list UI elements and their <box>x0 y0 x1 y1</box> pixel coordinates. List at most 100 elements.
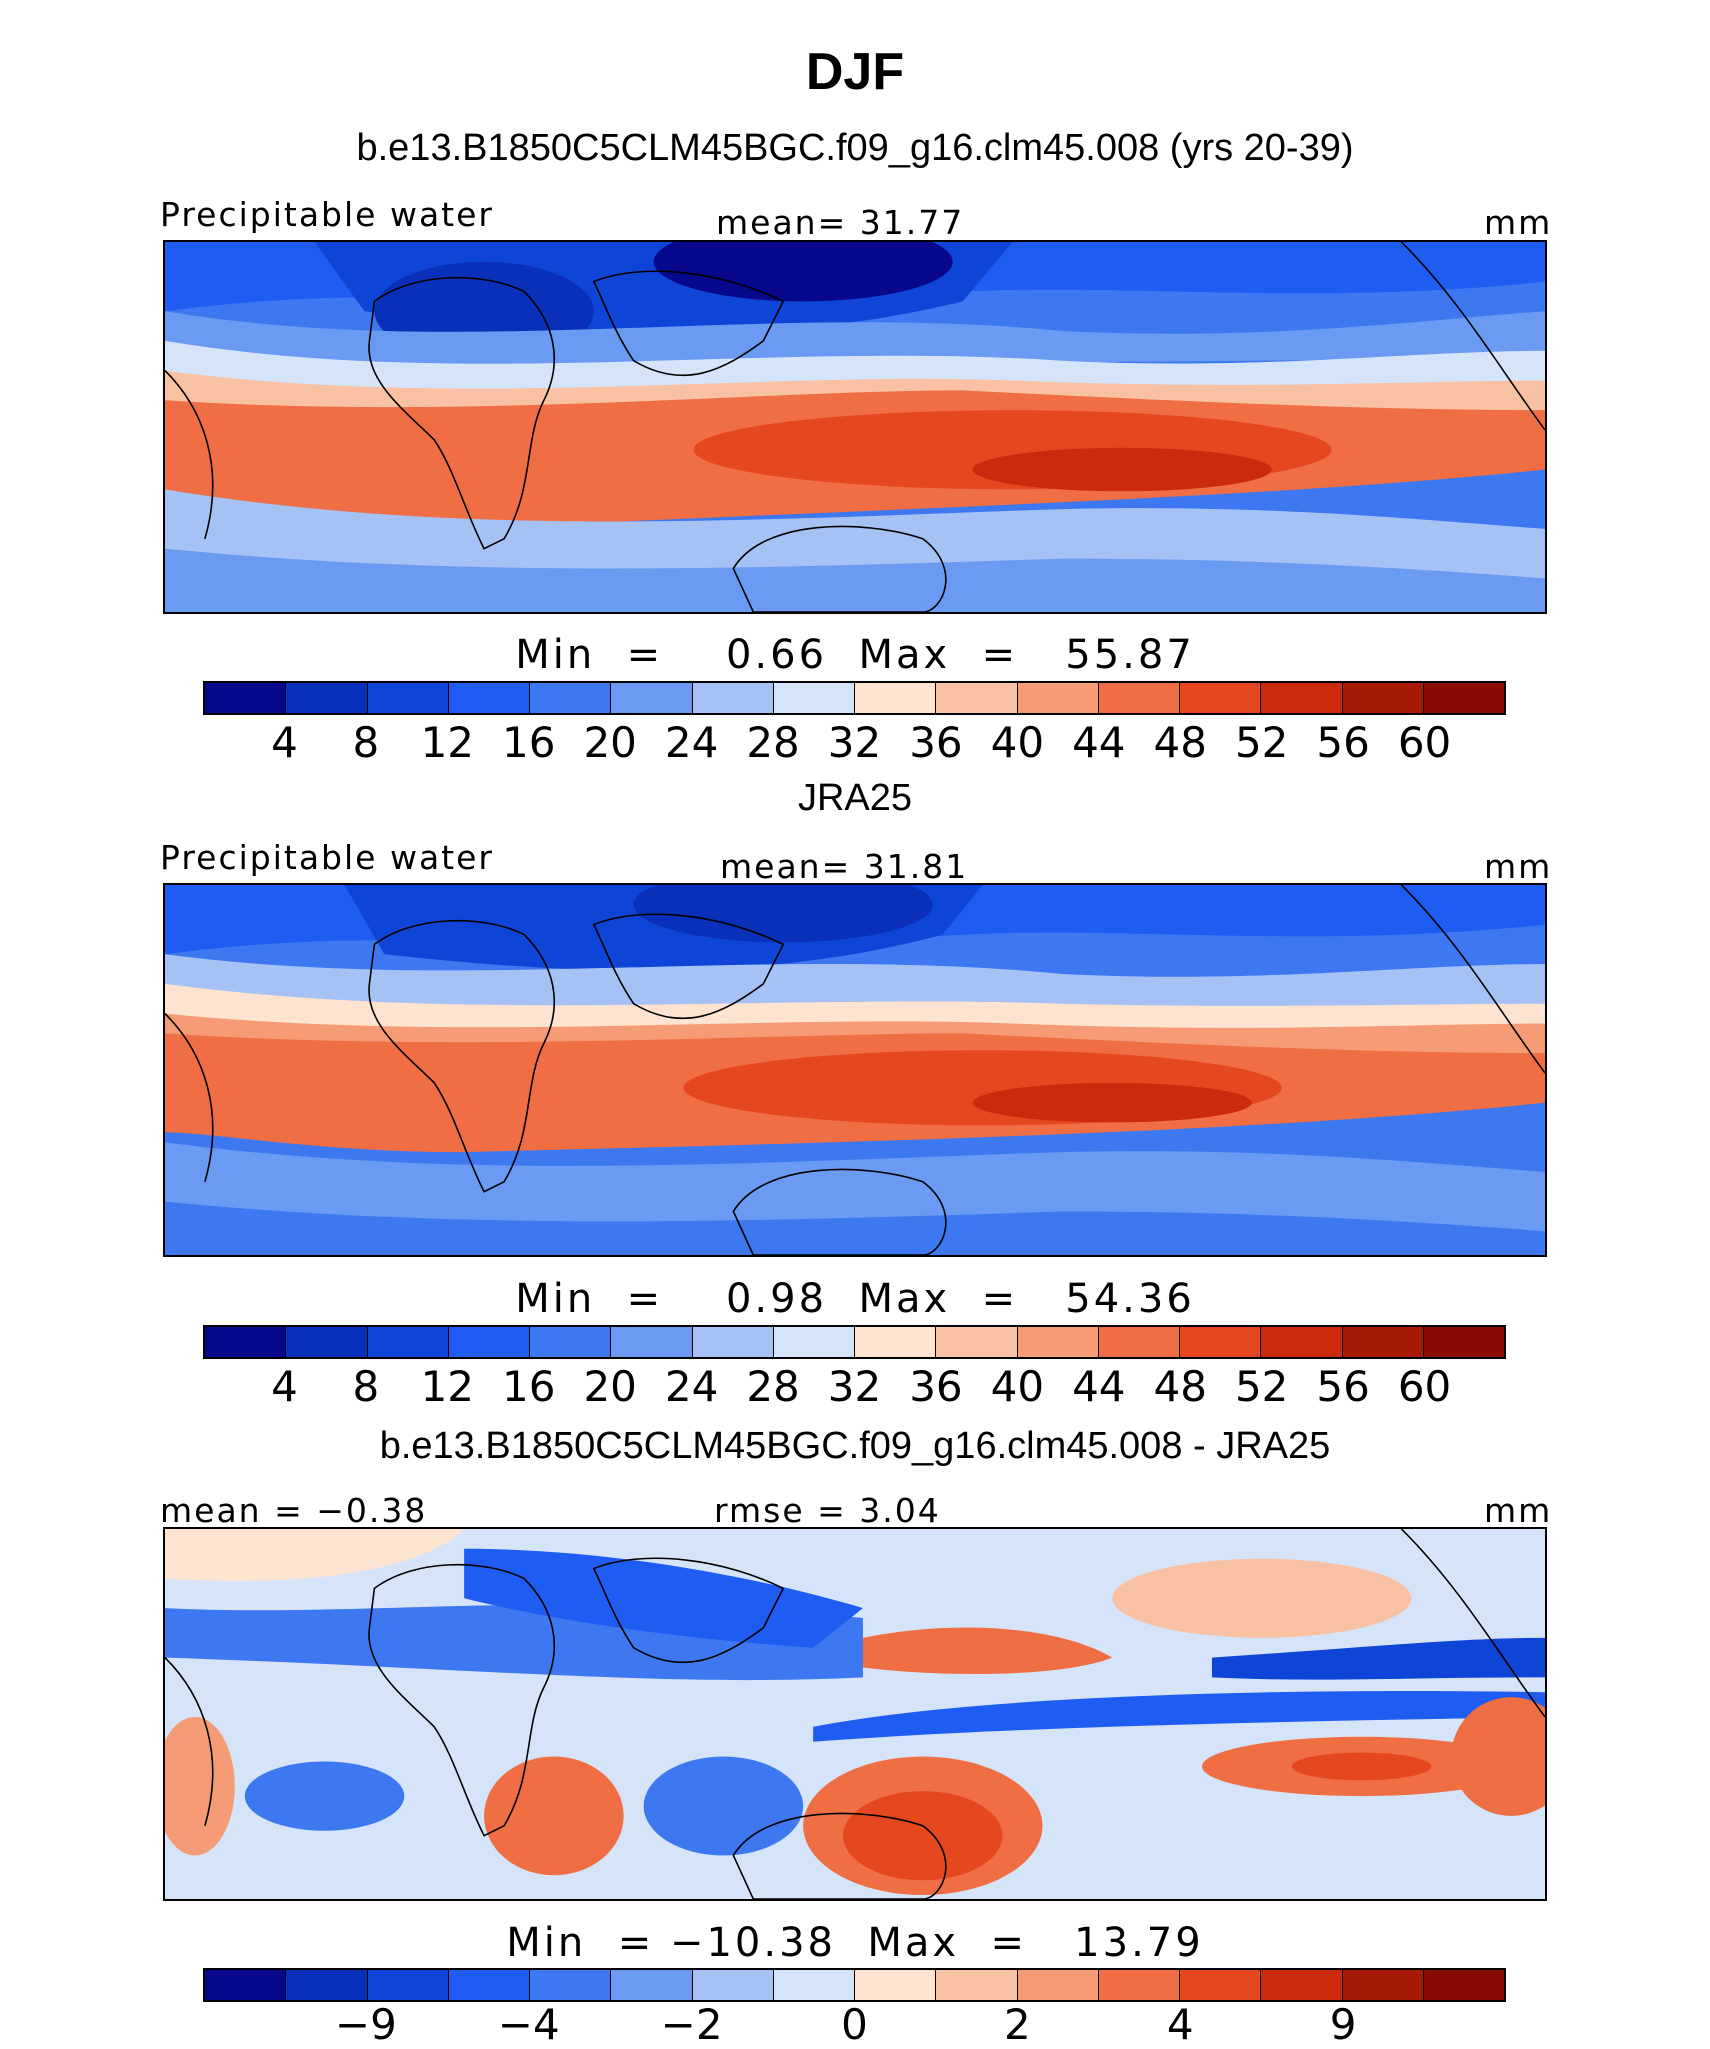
panel-3-minmax: Min = −10.38 Max = 13.79 <box>506 1920 1204 1966</box>
panel-2-map <box>163 883 1547 1257</box>
colorbar-tick-label: 20 <box>583 718 637 767</box>
colorbar-tick-label: 4 <box>1166 2000 1194 2049</box>
colorbar-segment <box>1261 683 1343 713</box>
colorbar-segment <box>692 1327 774 1357</box>
colorbar-segment <box>1342 683 1424 713</box>
colorbar-segment <box>855 1327 937 1357</box>
colorbar-segment <box>1180 683 1262 713</box>
colorbar-segment <box>367 683 449 713</box>
colorbar-tick-label: 36 <box>909 1362 963 1411</box>
colorbar-segment <box>286 683 368 713</box>
colorbar-tick-label: 48 <box>1153 1362 1207 1411</box>
panel-2-map-field <box>165 885 1545 1255</box>
colorbar-tick-label: 32 <box>827 718 882 767</box>
colorbar-segment <box>692 1970 774 2000</box>
colorbar-segment <box>1180 1970 1262 2000</box>
colorbar-tick-label: 44 <box>1072 718 1126 767</box>
panel-1-header: b.e13.B1850C5CLM45BGC.f09_g16.clm45.008 … <box>356 127 1354 169</box>
colorbar-segment <box>1423 1970 1504 2000</box>
colorbar-segment <box>1017 683 1099 713</box>
colorbar-segment <box>936 683 1018 713</box>
colorbar-tick-label: 28 <box>746 718 800 767</box>
colorbar-segment <box>367 1970 449 2000</box>
colorbar-tick-label: 24 <box>664 718 719 767</box>
colorbar-segment <box>1342 1327 1424 1357</box>
colorbar-segment <box>1098 1327 1180 1357</box>
panel-2-colorbar-ticks: 4 8 12 16 20 24 28 32 36 40 44 48 52 56 60 <box>0 1362 1710 1411</box>
colorbar-segment <box>530 683 612 713</box>
figure-title: DJF <box>805 43 905 101</box>
colorbar-segment <box>448 683 530 713</box>
colorbar-tick-label: 40 <box>990 718 1045 767</box>
colorbar-tick-label: 40 <box>990 1362 1045 1411</box>
panel-2-colorbar <box>203 1325 1506 1359</box>
colorbar-segment <box>1342 1970 1424 2000</box>
panel-3-units-label: mm <box>1484 1491 1553 1530</box>
colorbar-segment <box>1423 1327 1504 1357</box>
colorbar-tick-label: 48 <box>1153 718 1207 767</box>
panel-1-colorbar-ticks: 4 8 12 16 20 24 28 32 36 40 44 48 52 56 60 <box>0 718 1710 767</box>
colorbar-segment <box>286 1970 368 2000</box>
colorbar-segment <box>692 683 774 713</box>
colorbar-segment <box>205 683 287 713</box>
panel-3-mean-label: mean = −0.38 <box>160 1491 428 1530</box>
colorbar-tick-label: 16 <box>502 718 556 767</box>
colorbar-segment <box>1098 1970 1180 2000</box>
colorbar-segment <box>448 1327 530 1357</box>
colorbar-segment <box>1098 683 1180 713</box>
colorbar-tick-label: 0 <box>841 2000 868 2049</box>
panel-3-colorbar-ticks: −9 −4 −2 0 2 4 9 <box>0 2000 1710 2049</box>
colorbar-tick-label: 28 <box>746 1362 800 1411</box>
panel-1-minmax: Min = 0.66 Max = 55.87 <box>515 632 1195 678</box>
colorbar-tick-label: 52 <box>1234 718 1289 767</box>
colorbar-tick-label: 8 <box>352 1362 380 1411</box>
colorbar-segment <box>611 1970 693 2000</box>
colorbar-segment <box>611 1327 693 1357</box>
colorbar-segment <box>1017 1970 1099 2000</box>
panel-1-colorbar <box>203 681 1506 715</box>
panel-3-map-field <box>165 1529 1545 1899</box>
panel-3-rmse-label: rmse = 3.04 <box>714 1491 941 1530</box>
colorbar-tick-label: 32 <box>827 1362 882 1411</box>
colorbar-segment <box>936 1970 1018 2000</box>
panel-3-header: b.e13.B1850C5CLM45BGC.f09_g16.clm45.008 … <box>379 1425 1331 1467</box>
colorbar-tick-label: 12 <box>420 1362 475 1411</box>
colorbar-segment <box>936 1327 1018 1357</box>
colorbar-segment <box>205 1327 287 1357</box>
colorbar-segment <box>773 1327 855 1357</box>
colorbar-tick-label: 8 <box>352 718 380 767</box>
panel-3-map <box>163 1527 1547 1901</box>
panel-2-variable-label: Precipitable water <box>160 838 494 877</box>
colorbar-segment <box>1180 1327 1262 1357</box>
colorbar-tick-label: 56 <box>1316 718 1370 767</box>
colorbar-tick-label: 36 <box>909 718 963 767</box>
colorbar-tick-label: 52 <box>1234 1362 1289 1411</box>
colorbar-segment <box>855 683 937 713</box>
colorbar-tick-label: −4 <box>497 2000 560 2049</box>
colorbar-segment <box>773 683 855 713</box>
colorbar-segment <box>773 1970 855 2000</box>
panel-1-units-label: mm <box>1484 203 1553 242</box>
colorbar-segment <box>205 1970 287 2000</box>
colorbar-tick-label: 60 <box>1397 1362 1452 1411</box>
colorbar-tick-label: 44 <box>1072 1362 1126 1411</box>
colorbar-tick-label: 4 <box>271 718 298 767</box>
colorbar-tick-label: 60 <box>1397 718 1452 767</box>
colorbar-tick-label: −2 <box>660 2000 723 2049</box>
panel-1-mean-label: mean= 31.77 <box>716 203 965 242</box>
panel-1-map <box>163 240 1547 614</box>
panel-2-minmax: Min = 0.98 Max = 54.36 <box>515 1276 1195 1322</box>
colorbar-segment <box>1261 1327 1343 1357</box>
panel-2-header: JRA25 <box>797 777 913 819</box>
panel-1-map-field <box>165 242 1545 612</box>
colorbar-segment <box>286 1327 368 1357</box>
colorbar-tick-label: 4 <box>271 1362 298 1411</box>
colorbar-tick-label: −9 <box>334 2000 397 2049</box>
colorbar-segment <box>855 1970 937 2000</box>
colorbar-segment <box>1017 1327 1099 1357</box>
colorbar-segment <box>611 683 693 713</box>
panel-2-units-label: mm <box>1484 847 1553 886</box>
colorbar-tick-label: 9 <box>1329 2000 1357 2049</box>
colorbar-tick-label: 56 <box>1316 1362 1370 1411</box>
colorbar-tick-label: 2 <box>1004 2000 1031 2049</box>
